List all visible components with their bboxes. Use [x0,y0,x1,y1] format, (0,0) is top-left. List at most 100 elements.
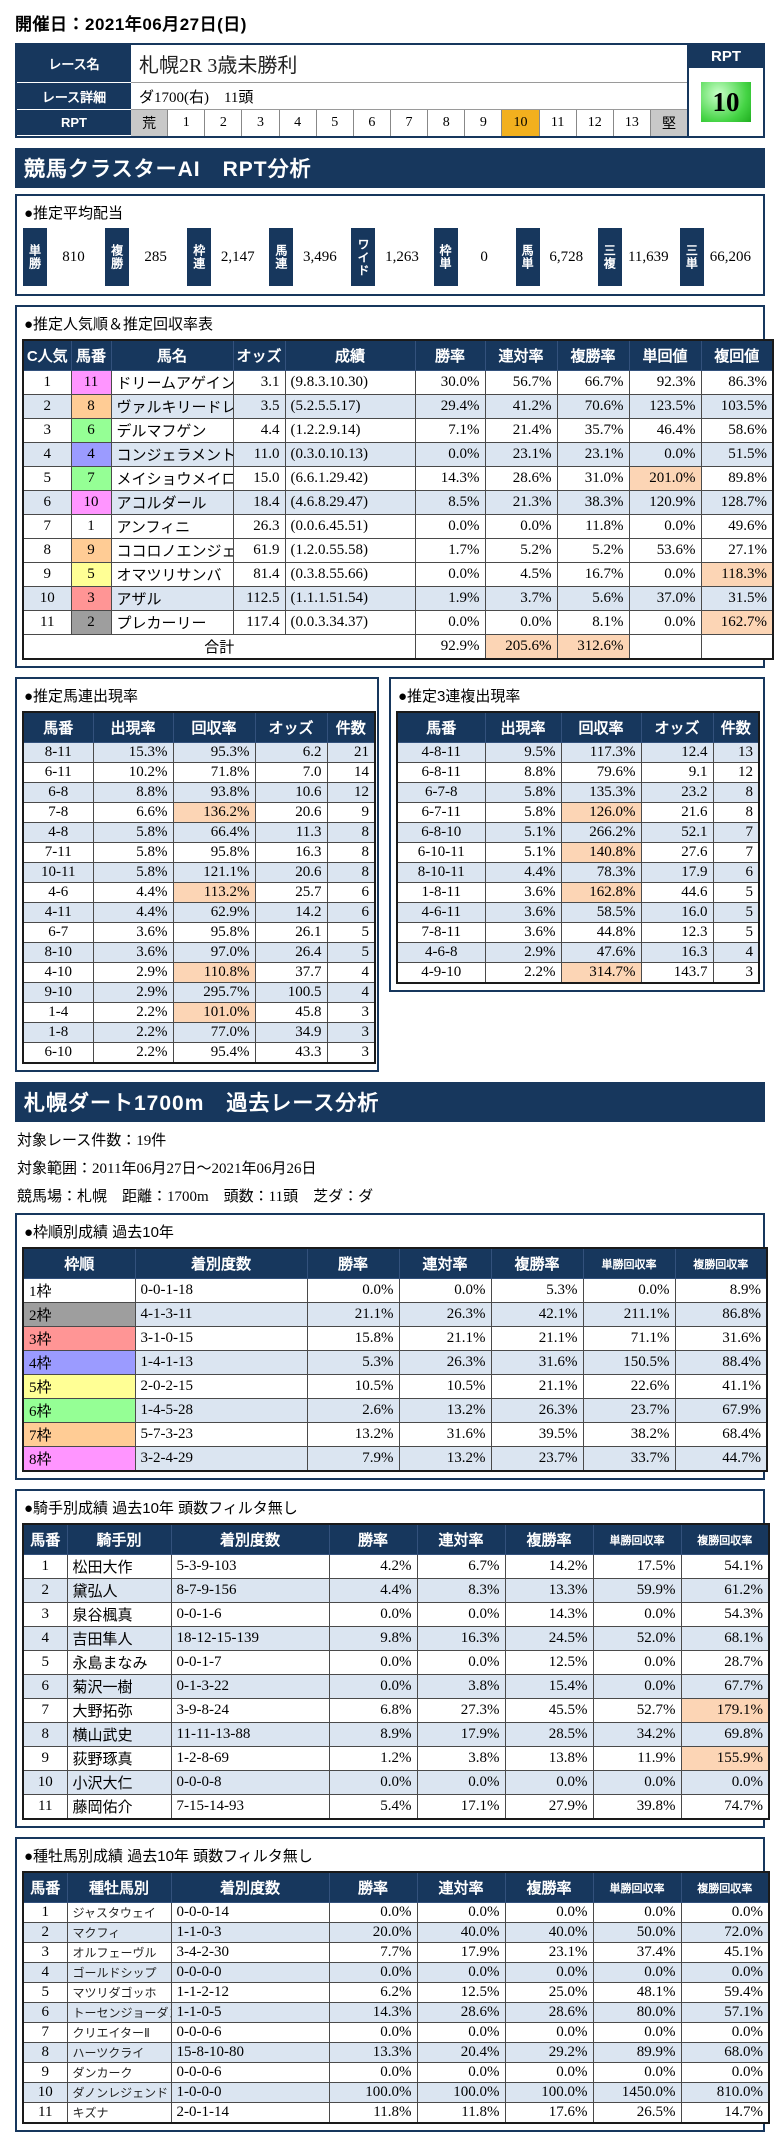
table-cell: 0-0-0-6 [170,2022,330,2043]
table-cell: 155.9% [680,1746,770,1771]
table-cell: 17.1% [416,1794,506,1820]
table-cell: (6.6.1.29.42) [284,466,416,491]
table-cell: 28.6% [484,466,558,491]
rpt-scale-cell: 4 [278,110,316,136]
header-row: 枠順 着別度数 勝率 連対率 複勝率 単勝回収率 複勝回収率 [22,1247,768,1279]
table-cell: 2.2% [92,1042,174,1064]
table-cell: 0.0% [680,1770,770,1795]
payout-item-label: 枠単 [433,228,458,286]
table-cell: 4.5% [484,562,558,587]
table-cell: 1 [22,1902,68,1923]
info-line-race-count: 対象レース件数：19件 [17,1133,167,1149]
table-row: 3枠 3-1-0-15 15.8% 21.1% 21.1% 71.1% 31.6% [22,1326,768,1351]
table-cell: 5 [712,882,760,903]
table-cell: 121.1% [172,862,256,883]
table-row: 1 松田大作 5-3-9-103 4.2% 6.7% 14.2% 17.5% 54.1% [22,1554,770,1579]
table-cell: 5.1% [484,842,562,863]
table-cell: 10 [70,490,112,515]
table-cell: 0.0% [416,1602,506,1627]
column-header: 連対率 [484,339,558,371]
table-cell: 6.2 [254,742,328,763]
table-cell: 3 [22,1942,68,1963]
table-cell: 7-15-14-93 [170,1794,330,1820]
table-cell: 12.3 [640,922,714,943]
table-cell: 5.2% [484,538,558,563]
table-cell: ヴァルキリードレス [110,394,234,419]
payout-item: 馬単 6,728 [515,228,593,286]
table-cell: 6-7-8 [396,782,486,803]
table-cell: 162.7% [700,610,774,635]
table-cell: 11 [22,610,72,635]
table-cell: 21 [326,742,376,763]
table-cell: 7 [22,514,72,539]
table-cell: 123.5% [628,394,702,419]
table-cell: 8.3% [416,1578,506,1603]
table-cell: 21.1% [490,1374,584,1399]
table-row: 1-4 2.2% 101.0% 45.8 3 [22,1002,376,1023]
table-cell: 66.4% [172,822,256,843]
table-cell: 9.5% [484,742,562,763]
table-cell: 3-4-2-30 [170,1942,330,1963]
table-row: 8-10 3.6% 97.0% 26.4 5 [22,942,376,963]
table-row: 1 11 ドリームアゲイン 3.1 (9.8.3.10.30) 30.0% 56.7% 66.… [22,370,774,395]
table-cell: 8 [712,782,760,803]
table-row: 3 6 デルマフゲン 4.4 (1.2.2.9.14) 7.1% 21.4% 35.7% 46.… [22,418,774,443]
table-row: 6-8-10 5.1% 266.2% 52.1 7 [396,822,760,843]
table-cell: 14 [326,762,376,783]
table-cell: (1.1.1.51.54) [284,586,416,611]
total-row: 合計 92.9% 205.6% 312.6% [22,634,774,660]
table-row: 8-11 15.3% 95.3% 6.2 21 [22,742,376,763]
table-cell: 51.5% [700,442,774,467]
table-row: 4-11 4.4% 62.9% 14.2 6 [22,902,376,923]
table-cell: (0.0.6.45.51) [284,514,416,539]
payout-item: ワイド 1,263 [351,228,428,286]
table-cell: 49.6% [700,514,774,539]
table-cell: 71.1% [582,1326,676,1351]
table-cell: 45.1% [680,1942,770,1963]
rpt-scale: 荒 1 2 3 4 5 6 7 8 9 10 11 12 13 堅 [131,110,688,136]
table-cell: 52.7% [592,1698,682,1723]
table-cell: 95.8% [172,842,256,863]
race-info-table: レース名 札幌2R 3歳未勝利 RPT 10 レース詳細 ダ1700(右) 11… [15,43,765,138]
table-row: 3 泉谷楓真 0-0-1-6 0.0% 0.0% 14.3% 0.0% 54.3% [22,1602,770,1627]
table-cell: オマツリサンバ [110,562,234,587]
payout-item-label: ワイド [351,228,376,286]
table-cell: 56.7% [484,370,558,395]
table-cell: 27.6 [640,842,714,863]
table-cell: 128.7% [700,490,774,515]
table-row: 10 小沢大仁 0-0-0-8 0.0% 0.0% 0.0% 0.0% 0.0% [22,1770,770,1795]
table-cell: 7.0 [254,762,328,783]
table-cell: 54.1% [680,1554,770,1579]
table-cell: 9 [22,1746,68,1771]
table-cell: 74.7% [680,1794,770,1820]
table-row: 11 藤岡佑介 7-15-14-93 5.4% 17.1% 27.9% 39.8% 74.7% [22,1794,770,1820]
table-cell: アザル [110,586,234,611]
table-cell: 89.8% [700,466,774,491]
table-cell: コンジェラメント [110,442,234,467]
payout-item: 複勝 285 [105,228,182,286]
table-cell: 5.8% [92,842,174,863]
payout-item-value: 6,728 [549,248,584,265]
table-cell: 6-8-10 [396,822,486,843]
table-cell: 69.8% [680,1722,770,1747]
table-cell: 31.6% [674,1326,768,1351]
table-cell: 0.0% [398,1278,492,1303]
table-cell: 13 [712,742,760,763]
table-cell: 21.3% [484,490,558,515]
table-cell: 0.0% [328,1770,418,1795]
payout-item: 三複 11,639 [597,228,675,286]
table-cell: 5.3% [490,1278,584,1303]
table-cell: 11.8% [556,514,630,539]
race-name-value: 札幌2R 3歳未勝利 [131,45,687,83]
table-cell: 13.3% [328,2042,418,2063]
table-cell: メイショウメイロウ [110,466,234,491]
table-cell: 11.0 [232,442,286,467]
column-header: 複勝回収率 [674,1247,768,1279]
column-header: 馬番 [70,339,112,371]
table-cell: 1-4-5-28 [134,1398,308,1423]
table-cell: 89.9% [592,2042,682,2063]
column-header: 成績 [284,339,416,371]
table-cell: 3-1-0-15 [134,1326,308,1351]
table-cell: 59.4% [680,1982,770,2003]
table-cell: ゴールドシップ [66,1962,172,1983]
